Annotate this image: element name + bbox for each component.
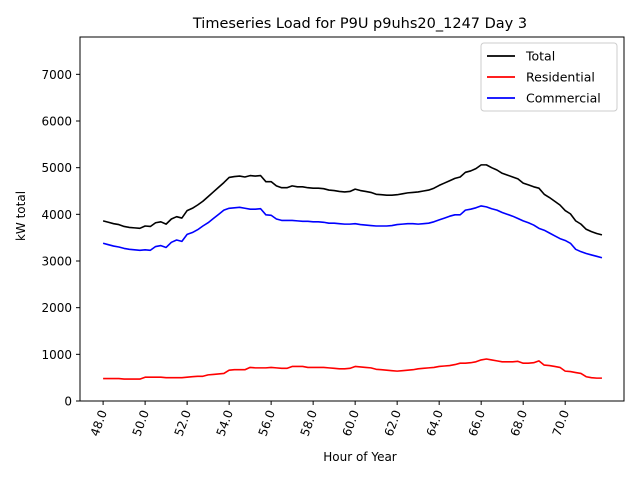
y-tick-label: 6000 — [41, 115, 72, 129]
plot-frame — [79, 36, 625, 402]
series-line-commercial — [102, 205, 603, 259]
y-tick-label: 2000 — [41, 301, 72, 315]
chart-title: Timeseries Load for P9U p9uhs20_1247 Day… — [192, 16, 527, 32]
y-tick-label: 1000 — [41, 348, 72, 362]
y-axis-label: kW total — [14, 191, 28, 241]
y-tick-label: 7000 — [41, 68, 72, 82]
y-axis: 0 1000 2000 3000 4000 5000 6000 7000 — [41, 68, 80, 409]
y-tick-label: 0 — [64, 395, 72, 409]
series-line-total — [102, 164, 603, 236]
y-tick-label: 5000 — [41, 161, 72, 175]
legend-box — [480, 42, 618, 112]
legend-label-commercial: Commercial — [526, 91, 601, 106]
series-line-residential — [103, 358, 602, 380]
y-tick-label: 3000 — [41, 255, 72, 269]
y-tick-label: 4000 — [41, 208, 72, 222]
legend: Total Residential Commercial — [480, 42, 618, 112]
legend-label-total: Total — [525, 49, 555, 64]
legend-label-residential: Residential — [526, 70, 595, 85]
x-axis-label: Hour of Year — [323, 450, 397, 464]
plot-area — [79, 36, 625, 402]
